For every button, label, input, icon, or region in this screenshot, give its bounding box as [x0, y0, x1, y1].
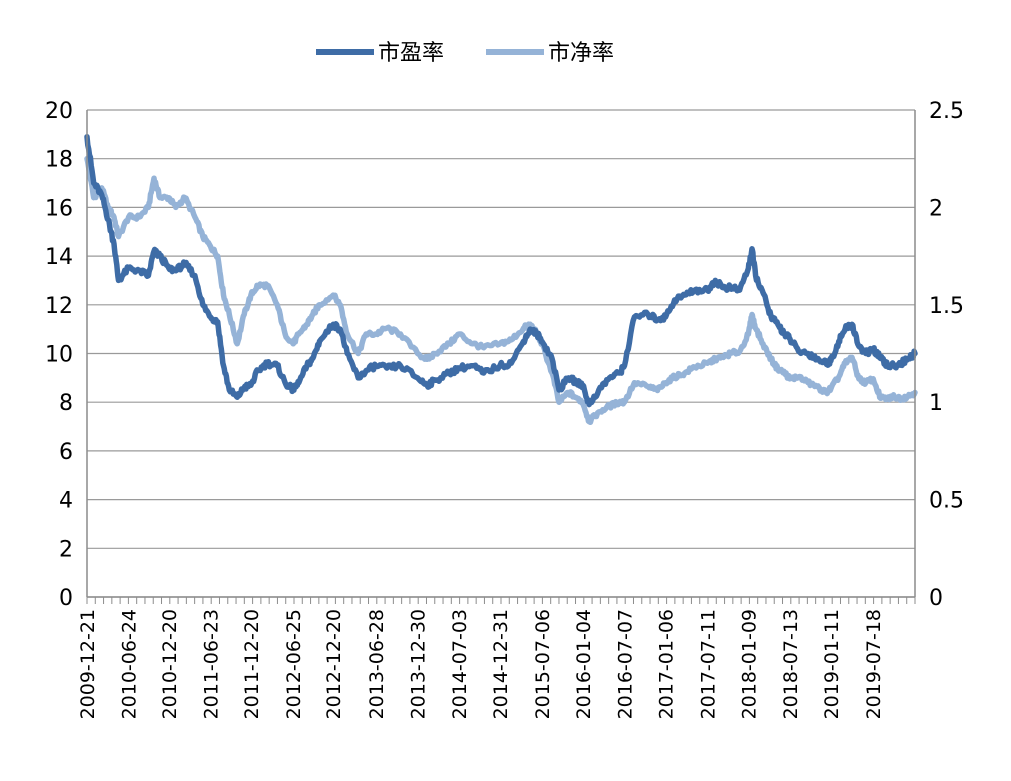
y-left-tick-label: 14 [45, 245, 73, 270]
grid-layer [87, 109, 915, 598]
y-left-tick-label: 2 [59, 537, 73, 562]
x-tick-label: 2018-07-13 [780, 609, 802, 719]
y-right-tick-label: 2 [929, 196, 943, 221]
y-left-tick-label: 8 [59, 391, 73, 416]
y-left-tick-label: 6 [59, 440, 73, 465]
x-tick-label: 2011-12-20 [241, 609, 263, 719]
x-tick-label: 2011-06-23 [200, 609, 222, 719]
series-layer [84, 134, 918, 426]
x-tick-label: 2017-01-06 [656, 609, 678, 719]
legend-label: 市盈率 [378, 41, 444, 66]
x-tick-label: 2017-07-11 [697, 609, 719, 719]
series-line-pe [84, 134, 918, 408]
x-tick-label: 2014-12-31 [490, 609, 512, 719]
y-left-tick-label: 4 [59, 489, 73, 514]
x-tick-label: 2014-07-03 [449, 609, 471, 719]
x-tick-label: 2019-01-11 [821, 609, 843, 719]
y-right-tick-label: 1 [929, 391, 943, 416]
series-line-pb [84, 155, 918, 426]
y-left-tick-label: 18 [45, 148, 73, 173]
legend: 市盈率 市净率 [316, 41, 614, 66]
y-left-tick-label: 10 [45, 343, 73, 368]
x-tick-label: 2009-12-21 [77, 609, 99, 719]
y-right-tick-label: 0.5 [929, 489, 964, 514]
x-tick-label: 2015-07-06 [532, 609, 554, 719]
x-tick-label: 2012-06-25 [283, 609, 305, 719]
y-right-tick-label: 1.5 [929, 294, 964, 319]
x-tick-label: 2013-12-30 [408, 609, 430, 719]
x-tick-label: 2010-06-24 [119, 609, 141, 719]
axis-layer: 0 2 4 6 8 10 12 14 16 18 20 0 0.5 1 1.5 2 2.5 2009-12-21 2… [45, 99, 964, 719]
y-left-tick-label: 20 [45, 99, 73, 124]
x-tick-label: 2019-07-18 [863, 609, 885, 719]
legend-label: 市净率 [548, 41, 614, 66]
x-tick-label: 2012-12-20 [323, 609, 345, 719]
y-left-tick-label: 0 [59, 586, 73, 611]
x-tick-label: 2010-12-20 [159, 609, 181, 719]
x-tick-label: 2016-07-07 [614, 609, 636, 719]
x-tick-label: 2013-06-28 [366, 609, 388, 719]
y-left-tick-label: 16 [45, 196, 73, 221]
y-right-tick-label: 2.5 [929, 99, 964, 124]
y-left-tick-label: 12 [45, 294, 73, 319]
x-tick-label: 2016-01-04 [573, 609, 595, 719]
x-tick-label: 2018-01-09 [738, 609, 760, 719]
y-right-tick-label: 0 [929, 586, 943, 611]
